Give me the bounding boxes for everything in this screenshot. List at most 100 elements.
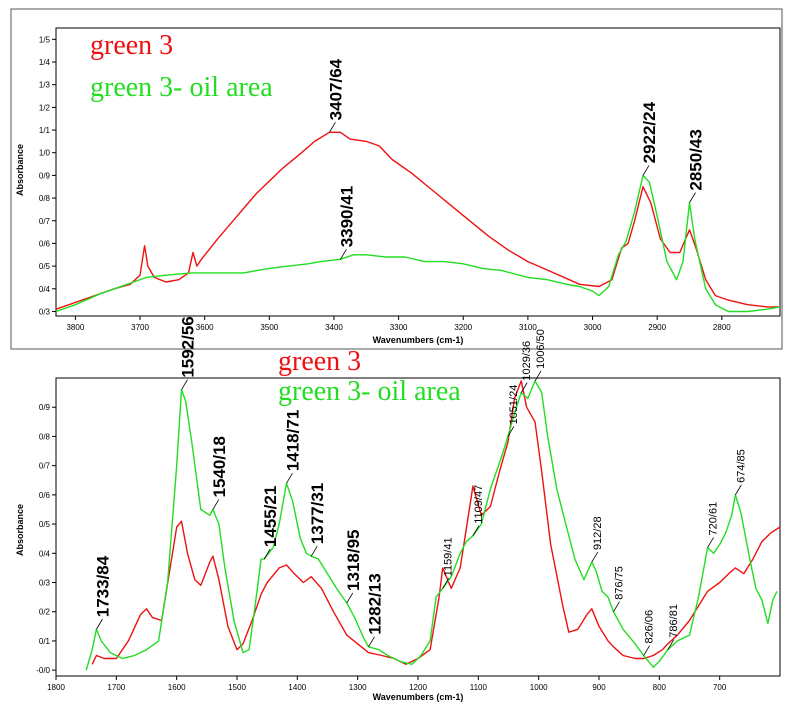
bottom-peak-leader <box>591 551 599 563</box>
top-x-tick-label: 3200 <box>454 323 472 332</box>
bottom-peak-leader <box>442 578 450 589</box>
top-legend-series-1: green 3 <box>90 30 173 61</box>
bottom-peak-leader <box>472 525 480 536</box>
bottom-peak-leader <box>96 619 103 630</box>
bottom-x-tick-label: 900 <box>592 683 606 692</box>
top-y-tick-label: 0/4 <box>39 285 51 294</box>
bottom-series-green-3-line <box>91 380 781 665</box>
bottom-legend-series-1: green 3 <box>278 346 361 377</box>
top-y-tick-label: 1/0 <box>39 149 51 158</box>
top-y-tick-label: 1/4 <box>39 58 51 67</box>
top-y-tick-label: 1/2 <box>39 103 51 112</box>
top-y-tick-label: 0/3 <box>39 307 51 316</box>
bottom-peak-leader <box>212 499 220 510</box>
bottom-y-tick-label: 0/6 <box>39 491 51 500</box>
bottom-peak-label: 1051/24 <box>508 385 520 425</box>
bottom-peak-label: 876/75 <box>613 566 625 600</box>
bottom-ylabel: Absorbance <box>15 504 25 556</box>
bottom-x-tick-label: 1400 <box>288 683 306 692</box>
bottom-peak-leader <box>368 636 375 647</box>
bottom-peak-label: 720/61 <box>708 502 720 536</box>
bottom-y-tick-label: 0/4 <box>39 549 51 558</box>
top-legend-series-2: green 3- oil area <box>90 72 273 103</box>
bottom-peak-leader <box>667 639 675 650</box>
bottom-peak-leader <box>286 472 293 484</box>
top-series-green-3-line <box>55 131 780 310</box>
bottom-x-tick-label: 1500 <box>228 683 246 692</box>
bottom-peak-leader <box>520 382 528 393</box>
bottom-peak-label: 1318/95 <box>344 530 363 591</box>
top-outer-border <box>10 8 783 350</box>
top-y-tick-label: 0/9 <box>39 171 51 180</box>
bottom-y-tick-label: 0/8 <box>39 432 51 441</box>
top-x-tick-label: 3800 <box>66 323 84 332</box>
bottom-peak-label: 1418/71 <box>283 410 302 471</box>
top-panel: 0/30/40/50/60/70/80/91/01/11/21/31/41/5 … <box>10 8 783 350</box>
bottom-x-tick-label: 1800 <box>47 683 65 692</box>
bottom-y-tick-label: 0/7 <box>39 462 51 471</box>
bottom-x-tick-label: 800 <box>653 683 667 692</box>
top-y-tick-label: 0/6 <box>39 239 51 248</box>
top-y-tick-label: 1/5 <box>39 35 51 44</box>
top-y-tick-label: 1/1 <box>39 126 51 135</box>
bottom-x-tick-label: 1200 <box>409 683 427 692</box>
bottom-y-tick-label: 0/5 <box>39 520 51 529</box>
bottom-y-tick-label: 0/3 <box>39 579 51 588</box>
bottom-peak-leader <box>613 601 620 612</box>
top-plot-frame <box>55 27 781 317</box>
bottom-peak-label: 1029/36 <box>521 341 533 381</box>
bottom-x-tick-label: 1600 <box>168 683 186 692</box>
top-x-tick-label: 3300 <box>390 323 408 332</box>
top-peak-leader <box>689 192 696 203</box>
bottom-peak-label: 1159/41 <box>443 537 455 576</box>
bottom-peak-label: 674/85 <box>735 449 747 483</box>
bottom-x-tick-label: 1000 <box>530 683 548 692</box>
top-y-tick-label: 0/5 <box>39 262 51 271</box>
bottom-panel: -0/0 0/1 0/2 0/3 0/4 0/5 0/6 0/7 0/8 0/9 1800 1700… <box>15 316 781 702</box>
top-x-tick-label: 2900 <box>648 323 666 332</box>
bottom-peak-label: 1733/84 <box>93 555 112 617</box>
top-peak-label: 2922/24 <box>640 101 659 163</box>
top-peak-label: 3407/64 <box>326 58 345 120</box>
top-peak-label: 3390/41 <box>337 186 356 247</box>
bottom-x-tick-label: 700 <box>713 683 727 692</box>
top-x-tick-label: 3600 <box>196 323 214 332</box>
bottom-peak-leader <box>310 546 318 557</box>
bottom-x-tick-label: 1100 <box>470 683 488 692</box>
bottom-y-tick-label: 0/1 <box>39 637 51 646</box>
bottom-peak-label: 1455/21 <box>261 486 280 547</box>
bottom-peak-label: 1540/18 <box>210 436 229 497</box>
top-peak-label: 2850/43 <box>687 129 706 190</box>
bottom-peak-leader <box>181 379 188 390</box>
top-series-green-3-oil-area-line <box>55 174 781 313</box>
top-y-tick-label: 0/8 <box>39 194 51 203</box>
top-x-tick-label: 2800 <box>713 323 731 332</box>
bottom-peak-label: 1377/31 <box>308 483 327 544</box>
bottom-peak-leader <box>346 592 354 604</box>
bottom-peak-leader <box>507 426 515 437</box>
top-ylabel: Absorbance <box>15 144 25 196</box>
bottom-x-tick-label: 1700 <box>107 683 125 692</box>
bottom-peak-leader <box>263 548 271 560</box>
top-x-tick-label: 3700 <box>131 323 149 332</box>
top-peak-leader <box>329 122 336 133</box>
top-peak-leader <box>642 165 650 176</box>
top-x-tick-label: 3500 <box>260 323 278 332</box>
top-xlabel: Wavenumbers (cm-1) <box>373 335 464 345</box>
bottom-y-tick-label: 0/2 <box>39 608 51 617</box>
bottom-peak-leader <box>735 484 742 496</box>
bottom-legend-series-2: green 3- oil area <box>278 376 461 407</box>
bottom-series-green-3-oil-area-line <box>85 380 778 671</box>
bottom-x-tick-label: 1300 <box>349 683 367 692</box>
bottom-peak-label: 912/28 <box>592 516 604 550</box>
bottom-peak-label: 1006/50 <box>535 329 547 369</box>
bottom-peak-label: 1282/13 <box>366 573 385 634</box>
bottom-peak-leader <box>707 537 714 548</box>
bottom-peak-label: 1592/56 <box>178 316 197 377</box>
bottom-peak-leader <box>534 370 542 382</box>
top-x-tick-label: 3000 <box>584 323 602 332</box>
top-y-tick-label: 0/7 <box>39 217 51 226</box>
bottom-peak-label: 826/06 <box>644 610 656 644</box>
bottom-peak-label: 786/81 <box>668 604 680 638</box>
